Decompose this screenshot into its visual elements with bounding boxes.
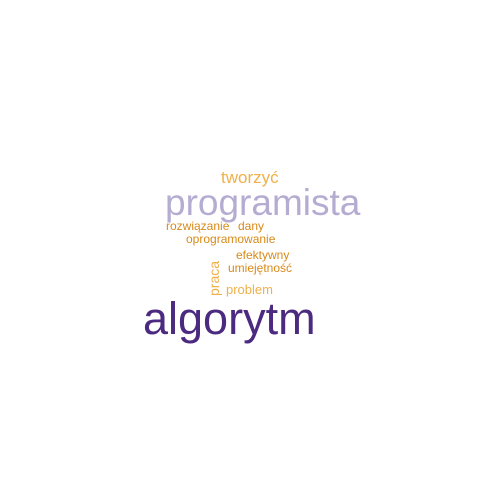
word-rozwiazanie: rozwiązanie — [166, 219, 230, 233]
word-dany: dany — [238, 219, 265, 233]
word-oprogramowanie: oprogramowanie — [186, 232, 276, 246]
word-praca: praca — [206, 260, 222, 296]
word-programista: programista — [165, 182, 361, 223]
word-algorytm: algorytm — [143, 293, 316, 344]
word-umiejetnosc: umiejętność — [228, 261, 293, 275]
word-efektywny: efektywny — [236, 248, 290, 262]
word-problem: problem — [226, 282, 273, 297]
word-tworzyc: tworzyć — [221, 168, 279, 187]
